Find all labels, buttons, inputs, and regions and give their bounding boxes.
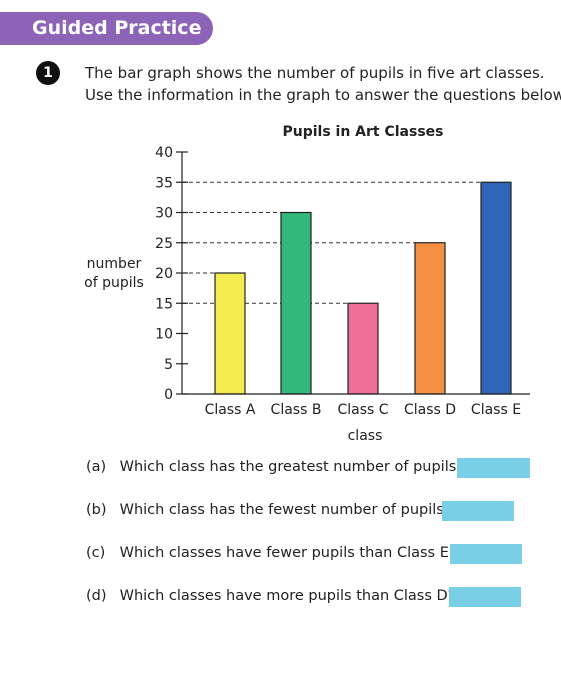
- answer-box-b[interactable]: [442, 501, 514, 521]
- x-tick-label: Class E: [471, 402, 521, 418]
- question-number-badge: 1: [36, 61, 60, 85]
- y-axis-label-line-1: number: [86, 256, 142, 272]
- sub-question-text: Which class has the fewest number of pup…: [119, 502, 452, 518]
- answer-box-a[interactable]: [457, 458, 530, 478]
- answer-box-c[interactable]: [450, 544, 522, 564]
- sub-question-label: (c): [86, 545, 106, 561]
- answer-box-d[interactable]: [449, 587, 521, 607]
- sub-question-text: Which classes have more pupils than Clas…: [119, 588, 456, 604]
- y-tick-label: 5: [164, 357, 173, 373]
- bar-class-e: [480, 181, 512, 395]
- sub-question-text: Which classes have fewer pupils than Cla…: [119, 545, 457, 561]
- guided-practice-banner: Guided Practice: [0, 12, 213, 45]
- y-tick-label: 35: [155, 175, 173, 191]
- x-tick-label: Class B: [271, 402, 322, 418]
- y-tick-label: 30: [155, 206, 173, 222]
- sub-question-label: (d): [86, 588, 107, 604]
- sub-question-c: (c) Which classes have fewer pupils than…: [86, 545, 457, 561]
- sub-question-label: (b): [86, 502, 107, 518]
- sub-question-b: (b) Which class has the fewest number of…: [86, 502, 452, 518]
- y-tick-label: 20: [155, 266, 173, 282]
- bar-class-b: [280, 211, 312, 395]
- x-tick-label: Class D: [404, 402, 456, 418]
- sub-question-d: (d) Which classes have more pupils than …: [86, 588, 455, 604]
- sub-question-a: (a) Which class has the greatest number …: [86, 459, 464, 475]
- x-axis-label: class: [348, 428, 383, 444]
- y-tick-label: 10: [155, 327, 173, 343]
- y-tick-label: 0: [164, 387, 173, 403]
- y-tick-label: 25: [155, 236, 173, 252]
- x-tick-label: Class A: [205, 402, 256, 418]
- y-axis-label: number of pupils: [82, 255, 146, 293]
- bar-class-c: [347, 302, 379, 395]
- y-tick-label: 40: [155, 145, 173, 161]
- y-tick-label: 15: [155, 296, 173, 312]
- bar-class-a: [214, 272, 246, 395]
- sub-question-label: (a): [86, 459, 107, 475]
- x-tick-label: Class C: [337, 402, 388, 418]
- y-axis-label-line-2: of pupils: [84, 275, 144, 291]
- question-intro: The bar graph shows the number of pupils…: [85, 62, 561, 106]
- intro-line-2: Use the information in the graph to answ…: [85, 86, 561, 104]
- banner-label: Guided Practice: [32, 17, 202, 39]
- bar-chart: Pupils in Art Classes Class A Class B Clas…: [155, 124, 530, 444]
- bar-class-d: [414, 242, 446, 395]
- intro-line-1: The bar graph shows the number of pupils…: [85, 64, 545, 82]
- chart-title: Pupils in Art Classes: [282, 124, 443, 140]
- sub-question-text: Which class has the greatest number of p…: [119, 459, 464, 475]
